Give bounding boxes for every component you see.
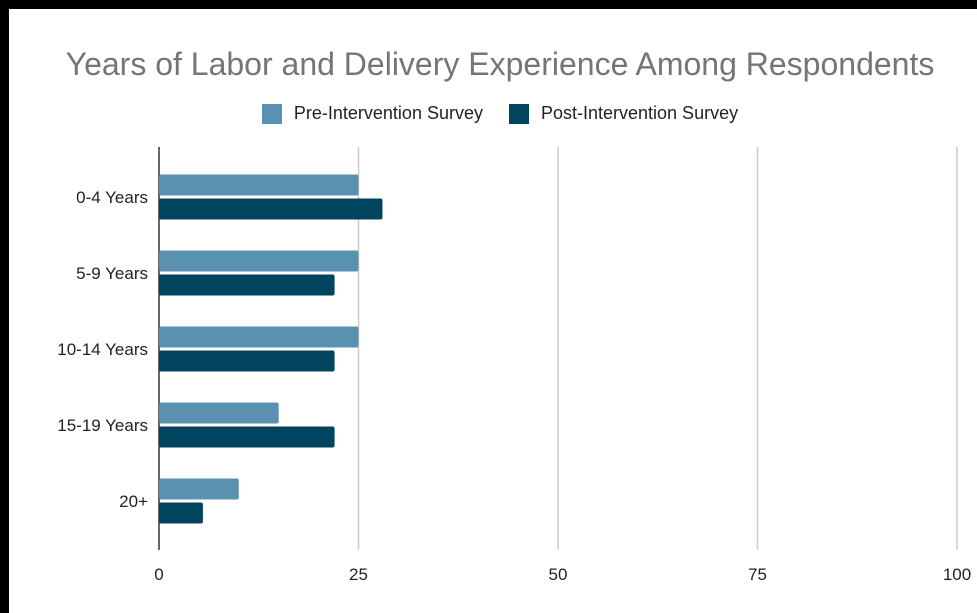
bar-pre-4 (159, 478, 239, 500)
legend-swatch-pre (261, 103, 282, 124)
x-tick-label-50: 50 (549, 565, 568, 584)
bar-post-2 (159, 350, 335, 372)
bar-pre-2 (159, 326, 359, 348)
x-tick-label-100: 100 (943, 565, 971, 584)
category-label-4: 20+ (119, 492, 148, 511)
legend-label-pre: Pre-Intervention Survey (293, 103, 483, 123)
legend-label-post: Post-Intervention Survey (540, 103, 739, 123)
category-label-1: 5-9 Years (76, 264, 148, 283)
chart-title: Years of Labor and Delivery Experience A… (65, 46, 935, 82)
bar-pre-1 (159, 250, 359, 272)
bar-post-3 (159, 426, 335, 448)
legend-item-pre: Pre-Intervention Survey (261, 103, 483, 124)
x-tick-label-25: 25 (349, 565, 368, 584)
legend-swatch-post (508, 103, 529, 124)
x-tick-label-0: 0 (154, 565, 163, 584)
legend-item-post: Post-Intervention Survey (508, 103, 739, 124)
category-label-0: 0-4 Years (76, 188, 148, 207)
bar-pre-3 (159, 402, 279, 424)
bar-post-4 (159, 502, 203, 524)
chart-legend: Pre-Intervention Survey Post-Interventio… (0, 103, 977, 124)
category-label-3: 15-19 Years (57, 416, 148, 435)
x-tick-label-75: 75 (748, 565, 767, 584)
bar-post-0 (159, 198, 383, 220)
bar-post-1 (159, 274, 335, 296)
bar-pre-0 (159, 174, 359, 196)
category-label-2: 10-14 Years (57, 340, 148, 359)
